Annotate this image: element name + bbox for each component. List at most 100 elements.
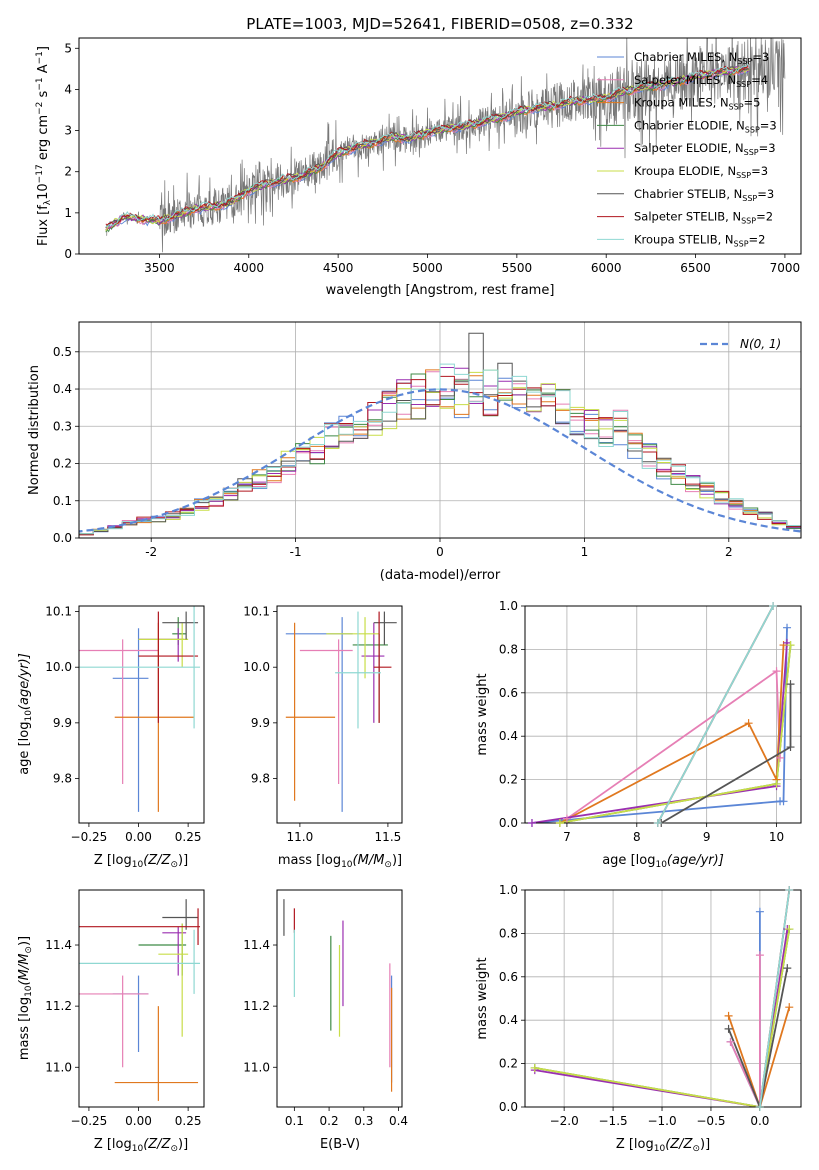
legend-subscript: SSP [736, 171, 751, 180]
x-tick-label: 0.25 [175, 830, 202, 844]
legend-count: =3 [751, 164, 768, 178]
axes-mass_vs_ebv: 0.1 0.2 0.3 0.4 11.0 11.2 11.4 E(B-V) [243, 889, 408, 1152]
legend-label-kroupa_stelib: Kroupa STELIB, NSSP=2 [634, 232, 765, 248]
legend-subscript: SSP [742, 194, 757, 203]
legend-name: Salpeter STELIB, N [634, 210, 741, 224]
xlabel-part: (Z/Z [143, 1137, 171, 1152]
axes-frame [78, 889, 205, 1108]
x-tick-label: 6500 [680, 261, 711, 275]
legend-subscript: SSP [741, 217, 756, 226]
x-tick-label: 0.2 [320, 1114, 339, 1128]
marker-kroupa_stelib [785, 886, 794, 894]
cumul-chabrier_elodie [559, 645, 792, 823]
x-tick-label: 7000 [770, 261, 801, 275]
figure-title: PLATE=1003, MJD=52641, FIBERID=0508, z=0… [246, 15, 633, 33]
xlabel-part: (Z/Z [665, 1137, 693, 1152]
legend-count: =3 [752, 50, 769, 64]
legend-count: =2 [749, 232, 766, 246]
ylabel-sub: 10 [24, 985, 34, 997]
plot-area-residuals [79, 332, 801, 536]
xlabel-part: )] [178, 1137, 188, 1152]
xlabel-part: Z [log [94, 853, 132, 868]
x-tick-label: 4500 [323, 261, 354, 275]
ylabel-part: mass [log [17, 997, 32, 1060]
marker-chabrier_stelib [786, 680, 795, 689]
ylabel-part: 10 [36, 183, 51, 200]
legend-subscript: SSP [734, 239, 749, 248]
xlabel-sub: 10 [132, 1144, 144, 1154]
marker-kroupa_elodie [786, 641, 795, 650]
ylabel-part: s [36, 90, 51, 101]
marker-kroupa_elodie [772, 779, 781, 788]
axes-cumul_Z: −2.0 −1.5 −1.0 −0.5 0.0 0.0 0.2 0.4 0.6 0.8 1.0 mas… [475, 883, 802, 1154]
y-tick-label: 11.2 [45, 999, 72, 1013]
y-tick-label: 11.0 [45, 1060, 72, 1074]
legend-name: Kroupa MILES, N [634, 96, 729, 110]
xlabel-sub: ⊙ [384, 860, 392, 870]
ylabel-part: (age/yr)] [17, 653, 32, 710]
y-tick-label: 11.4 [45, 938, 72, 952]
xlabel-sub: 10 [132, 860, 144, 870]
ylabel-part: age [log [17, 722, 32, 775]
y-axis-label: Normed distribution [27, 365, 42, 495]
marker-salpeter_miles [562, 814, 571, 823]
xlabel-sub: ⊙ [170, 860, 178, 870]
marker-chabrier_miles [755, 907, 764, 916]
xlabel-part: age [log [602, 853, 655, 868]
y-tick-label: 0.2 [499, 1057, 518, 1071]
y-axis-label: mass weight [475, 957, 490, 1039]
cumul-kroupa_stelib [657, 606, 774, 823]
x-tick-label: 0.00 [125, 1114, 152, 1128]
xlabel-sub: 10 [655, 860, 667, 870]
marker-salpeter_miles [726, 1037, 735, 1046]
model-kroupa_stelib [105, 63, 750, 227]
y-tick-label: 9.9 [251, 716, 270, 730]
plot-area-age_vs_Z [79, 606, 201, 812]
xlabel-part: )] [392, 853, 402, 868]
x-tick-label: −2.0 [550, 1114, 579, 1128]
plot-layer: 3500 4000 4500 5000 5500 6000 6500 7000 0 1 2 3 4 5 Ch… [17, 37, 802, 1154]
y-axis-label: mass [log10(M/M⊙)] [17, 936, 34, 1060]
x-tick-label: −1.5 [599, 1114, 628, 1128]
legend-label-kroupa_elodie: Kroupa ELODIE, NSSP=3 [634, 164, 768, 180]
x-tick-label: −0.25 [71, 830, 108, 844]
y-tick-label: 0.3 [53, 419, 72, 433]
axes-age_vs_mass: 11.0 11.5 9.8 9.9 10.0 10.1 mass [log10(M/M⊙)] [243, 605, 403, 870]
legend-name: Chabrier ELODIE, N [634, 118, 745, 132]
ylabel-part: (M/M [17, 954, 32, 986]
x-tick-label: 8 [633, 830, 641, 844]
x-tick-label: −0.5 [696, 1114, 725, 1128]
x-tick-label: 3500 [144, 261, 175, 275]
x-axis-label: mass [log10(M/M⊙)] [278, 853, 402, 870]
y-tick-label: 3 [64, 124, 72, 138]
marker-chabrier_miles [783, 623, 792, 632]
marker-salpeter_elodie [527, 819, 536, 827]
legend-name: Salpeter ELODIE, N [634, 141, 744, 155]
y-tick-label: 1.0 [499, 883, 518, 897]
marker-chabrier_miles [779, 797, 788, 806]
xlabel-sub: ⊙ [170, 1144, 178, 1154]
ylabel-part: erg cm [36, 115, 51, 164]
xlabel-part: )] [178, 853, 188, 868]
marker-salpeter_miles [772, 667, 781, 676]
legend-subscript: SSP [737, 57, 752, 66]
legend-name: Kroupa ELODIE, N [634, 164, 736, 178]
y-tick-label: 0.1 [53, 494, 72, 508]
y-tick-label: 0.0 [53, 531, 72, 545]
axes-spectrum: 3500 4000 4500 5000 5500 6000 6500 7000 0 1 2 3 4 5 Ch… [35, 37, 802, 298]
legend-subscript: SSP [729, 103, 744, 112]
y-axis-label: mass weight [475, 673, 490, 755]
cumul-chabrier_stelib [727, 967, 789, 1107]
marker-chabrier_stelib [786, 743, 795, 752]
marker-chabrier_stelib [724, 1024, 733, 1033]
cumul-kroupa_elodie [559, 645, 792, 823]
y-tick-label: 11.2 [243, 999, 270, 1013]
ylabel-part: ] [36, 46, 51, 51]
y-tick-label: 1 [64, 206, 72, 220]
legend-name: Chabrier STELIB, N [634, 187, 742, 201]
cumul-salpeter_miles [566, 669, 781, 820]
xlabel-part: (Z/Z [143, 853, 171, 868]
ylabel-sup: −1 [35, 77, 45, 90]
x-tick-label: 0 [436, 545, 444, 559]
ylabel-sub: 10 [24, 710, 34, 722]
